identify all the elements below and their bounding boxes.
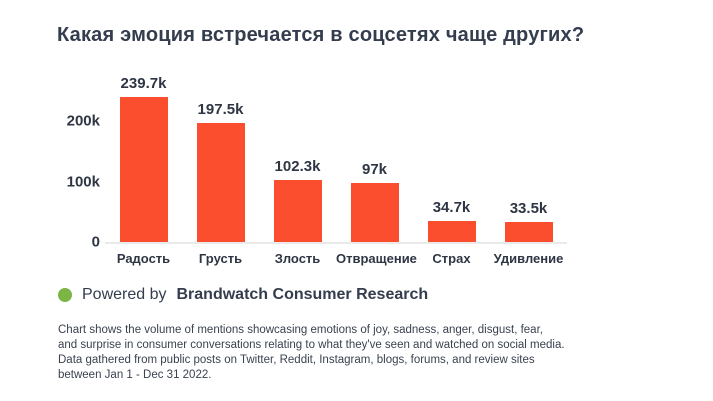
bar-value-label: 197.5k [197,101,244,118]
x-axis-label: Грусть [198,251,243,266]
x-axis-label: Радость [116,251,171,266]
x-axis-label: Злость [274,251,321,266]
bar [119,97,168,242]
x-axis-label: Удивление [493,251,564,266]
bar [350,183,399,242]
bar-column: 239.7k [105,75,182,242]
bar-column: 34.7k [413,199,490,242]
y-axis-tick: 100k [66,173,100,191]
x-axis-label: Отвращение [336,251,417,266]
bar-value-label: 97k [361,161,388,178]
attribution-brand: Brandwatch Consumer Research [176,286,429,303]
plot-area: 239.7k 197.5k 102.3k 97k 34.7k 33.5k [105,75,567,244]
y-axis-tick: 0 [91,233,100,251]
footnote-line: Chart shows the volume of mentions showc… [58,324,543,336]
y-axis: 0 100k 200k [57,91,105,251]
page-title: Какая эмоция встречается в соцсетях чаще… [57,24,585,46]
bar-value-label: 102.3k [274,158,321,175]
y-axis-tick: 200k [66,112,100,130]
x-axis-label: Страх [432,251,471,266]
bar-value-label: 33.5k [509,200,548,217]
bar [196,123,245,242]
bar-column: 97k [336,161,413,242]
infographic-page: Какая эмоция встречается в соцсетях чаще… [57,24,713,383]
bar-column: 102.3k [259,158,336,242]
emotion-bar-chart: 0 100k 200k 239.7k 197.5k 102.3k 97k 34.7k 33.5… [57,75,713,266]
bar-value-label: 34.7k [432,199,471,216]
attribution-prefix: Powered by [82,286,167,303]
x-axis-labels: Радость Грусть Злость Отвращение Страх Удивле… [105,251,567,266]
bar-value-label: 239.7k [120,75,167,92]
bar [273,180,322,242]
footnote: Chart shows the volume of mentions showc… [58,323,628,383]
footnote-line: and surprise in consumer conversations r… [58,339,565,351]
footnote-line: between Jan 1 - Dec 31 2022. [58,369,212,381]
bar-column: 33.5k [490,200,567,242]
brandwatch-dot-icon [58,288,72,302]
footnote-line: Data gathered from public posts on Twitt… [58,354,535,366]
attribution: Powered by Brandwatch Consumer Research [58,286,713,304]
bar [427,221,476,242]
bar [504,222,553,242]
bar-column: 197.5k [182,101,259,242]
